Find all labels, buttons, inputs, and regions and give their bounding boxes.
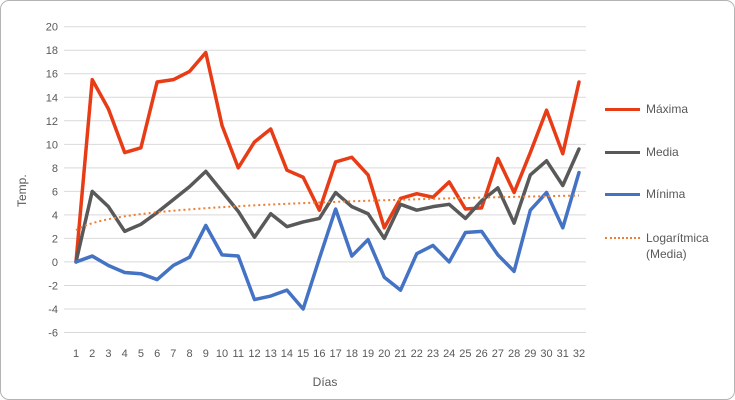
y-tick-label: 14 [46, 92, 58, 104]
series-line-media[interactable] [74, 147, 581, 264]
x-tick-label: 14 [281, 348, 293, 360]
x-tick-label: 13 [265, 348, 277, 360]
y-tick-label: 18 [46, 45, 58, 57]
x-tick-label: 8 [187, 348, 193, 360]
legend-label-media: Media [646, 144, 679, 159]
series-line-mxima[interactable] [74, 50, 581, 264]
x-tick-label: 26 [476, 348, 488, 360]
x-tick-label: 15 [297, 348, 309, 360]
x-tick-label: 4 [122, 348, 128, 360]
x-tick-label: 29 [524, 348, 536, 360]
y-tick-label: -2 [48, 280, 58, 292]
x-tick-label: 21 [394, 348, 406, 360]
x-tick-label: 22 [411, 348, 423, 360]
y-tick-label: -4 [48, 304, 58, 316]
legend-item-media[interactable]: Media [605, 144, 679, 160]
legend-swatch-media [605, 150, 640, 154]
x-tick-label: 10 [216, 348, 228, 360]
legend-swatch-maxima [605, 108, 640, 111]
y-tick-label: 2 [52, 233, 58, 245]
x-tick-label: 16 [313, 348, 325, 360]
x-tick-label: 30 [540, 348, 552, 360]
x-tick-label: 9 [203, 348, 209, 360]
legend-item-maxima[interactable]: Máxima [605, 101, 688, 117]
y-tick-label: -6 [48, 328, 58, 340]
x-tick-label: 11 [233, 348, 244, 360]
x-tick-label: 3 [105, 348, 111, 360]
trendline-logaritmica[interactable] [75, 194, 580, 232]
x-tick-label: 31 [557, 348, 569, 360]
legend-item-minima[interactable]: Mínima [605, 186, 685, 202]
x-tick-label: 24 [443, 348, 455, 360]
y-tick-label: 20 [46, 22, 58, 34]
legend-label-maxima: Máxima [646, 102, 689, 116]
x-tick-label: 27 [492, 348, 504, 360]
legend-item-logaritmica[interactable]: Logarítmica (Media) [605, 230, 728, 262]
x-tick-label: 32 [573, 348, 585, 360]
y-tick-label: 8 [52, 163, 58, 175]
legend-swatch-logaritmica [605, 237, 640, 239]
legend-label-minima: Mínima [646, 187, 686, 201]
x-tick-label: 1 [73, 348, 79, 360]
x-tick-label: 7 [170, 348, 176, 360]
x-axis-title: Días [312, 375, 338, 389]
y-tick-label: 4 [52, 210, 58, 222]
x-tick-label: 19 [362, 348, 374, 360]
x-tick-label: 5 [138, 348, 144, 360]
y-axis-title: Temp. [15, 174, 29, 208]
series-line-mnima[interactable] [74, 170, 581, 311]
y-tick-label: 16 [46, 69, 58, 81]
x-tick-label: 28 [508, 348, 520, 360]
x-tick-label: 20 [378, 348, 390, 360]
x-tick-label: 18 [346, 348, 358, 360]
y-tick-label: 6 [52, 186, 58, 198]
x-tick-label: 2 [89, 348, 95, 360]
y-tick-label: 12 [46, 116, 58, 128]
legend-label-logaritmica: Logarítmica (Media) [646, 231, 709, 261]
x-tick-label: 25 [459, 348, 471, 360]
y-tick-label: 0 [52, 257, 58, 269]
x-tick-label: 6 [154, 348, 160, 360]
y-tick-label: 10 [46, 139, 58, 151]
x-tick-label: 12 [248, 348, 260, 360]
x-tick-label: 23 [427, 348, 439, 360]
legend-swatch-minima [605, 193, 640, 196]
x-tick-label: 17 [329, 348, 341, 360]
